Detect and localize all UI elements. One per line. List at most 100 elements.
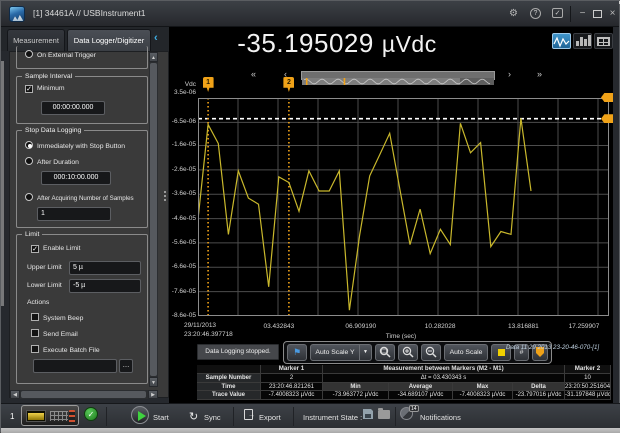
sample-number-button[interactable]: # xyxy=(514,344,529,361)
tab-measurement[interactable]: Measurement xyxy=(7,29,65,51)
x-tick-label: 06.909190 xyxy=(345,323,377,330)
scroll-up-arrow[interactable]: ▲ xyxy=(149,52,158,62)
tab-data-logger[interactable]: Data Logger/Digitizer xyxy=(67,29,151,51)
sync-button-label[interactable]: Sync xyxy=(204,413,221,422)
x-axis-title: Time (sec) xyxy=(385,333,417,340)
load-state-folder-icon[interactable] xyxy=(378,408,390,419)
checkbox-minimum[interactable]: ✓ Minimum xyxy=(25,85,65,93)
trace-m2: -31.197848 µVdc xyxy=(565,391,611,400)
radio-external-trigger[interactable]: On External Trigger xyxy=(25,50,96,59)
actions-label: Actions xyxy=(27,299,50,306)
close-button[interactable]: × xyxy=(609,8,616,19)
marker-flag-2[interactable]: 2 xyxy=(283,77,295,92)
trend-plot[interactable] xyxy=(198,98,609,316)
trace-delta: -23.797016 µVdc xyxy=(513,391,565,400)
save-state-icon[interactable] xyxy=(363,409,373,419)
radio-after-samples[interactable]: After Acquiring Number of Samples xyxy=(25,193,134,202)
radio-icon xyxy=(25,141,33,149)
limit-badge-button[interactable] xyxy=(532,344,548,361)
x-tick-start-time: 23:20:46.397718 xyxy=(184,331,233,338)
checkbox-send-email[interactable]: Send Email xyxy=(31,329,78,338)
export-icon[interactable]: → xyxy=(244,409,255,420)
table-corner xyxy=(197,365,261,374)
pan-back-button[interactable]: ‹ xyxy=(284,69,287,79)
export-button-label[interactable]: Export xyxy=(259,413,281,422)
trace-max: -7.4008323 µVdc xyxy=(453,391,513,400)
upper-limit-handle[interactable] xyxy=(601,93,613,102)
checkbox-label: Minimum xyxy=(37,85,65,92)
lower-limit-field[interactable]: -5 µ xyxy=(69,279,141,293)
radio-label: After Duration xyxy=(37,159,79,166)
start-play-icon[interactable] xyxy=(131,406,149,424)
limit-group: Limit ✓ Enable Limit Upper Limit 5 µ Lowe… xyxy=(16,231,148,384)
scroll-right-arrow[interactable]: ▶ xyxy=(148,390,158,399)
collapse-panel-chevron-icon[interactable]: ‹ xyxy=(154,32,158,44)
pan-fast-back-button[interactable]: « xyxy=(251,69,257,79)
scale-mode-value: Auto Scale Y xyxy=(315,349,355,356)
scale-mode-dropdown[interactable]: Auto Scale Y ▼ xyxy=(310,344,372,361)
start-button-label[interactable]: Start xyxy=(153,413,169,422)
zoom-region-button[interactable] xyxy=(375,344,395,361)
scroll-down-arrow[interactable]: ▼ xyxy=(149,377,158,387)
statusbar-separator xyxy=(106,407,107,426)
duration-field[interactable]: 000:10:00.000 xyxy=(41,171,111,185)
feedback-report-icon[interactable]: ✓ xyxy=(550,7,565,21)
checkbox-execute-batch[interactable]: Execute Batch File xyxy=(31,345,100,354)
chart-toolbar: ⚑ Auto Scale Y ▼ Auto Scale # xyxy=(283,341,552,364)
marker-flag-1[interactable]: 1 xyxy=(202,77,214,92)
radio-label: After Acquiring Number of Samples xyxy=(37,195,134,202)
settings-gear-icon[interactable]: ⚙ xyxy=(509,8,518,19)
histogram-view-icon[interactable] xyxy=(573,33,592,49)
browse-button[interactable]: … xyxy=(119,359,133,373)
checkbox-icon xyxy=(31,329,39,337)
group-title: Stop Data Logging xyxy=(22,127,85,134)
zoom-out-button[interactable] xyxy=(421,344,441,361)
restore-button[interactable] xyxy=(590,7,605,21)
radio-immediate-stop[interactable]: Immediately with Stop Button xyxy=(25,141,125,150)
instrument-connected-check-icon: ✓ xyxy=(84,407,98,421)
y-tick-label: -5.6e-05 xyxy=(171,238,196,246)
vertical-scroll-thumb[interactable] xyxy=(150,63,157,376)
auto-scale-button[interactable]: Auto Scale xyxy=(444,344,488,361)
sync-icon[interactable]: ↻ xyxy=(189,411,199,423)
x-tick-date: 29/11/2013 xyxy=(184,322,217,329)
logging-status-badge: Data Logging stopped. xyxy=(197,344,279,360)
trace-color-button[interactable] xyxy=(491,344,511,361)
upper-limit-label: Upper Limit xyxy=(27,264,62,271)
x-tick-label: 10.282028 xyxy=(424,323,456,330)
help-icon[interactable]: ? xyxy=(528,7,543,21)
chevron-down-icon: ▼ xyxy=(359,345,371,360)
upper-limit-field[interactable]: 5 µ xyxy=(69,261,141,275)
delta-header: Delta xyxy=(513,382,565,392)
max-header: Max xyxy=(453,382,513,392)
trend-chart-view-icon[interactable] xyxy=(552,33,571,49)
checkbox-system-beep[interactable]: System Beep xyxy=(31,313,83,322)
row-label-sample: Sample Number xyxy=(197,374,261,383)
instrument-tab-number[interactable]: 1 xyxy=(10,412,15,421)
app-icon xyxy=(9,6,25,22)
pan-fast-forward-button[interactable]: » xyxy=(537,69,543,79)
interval-field[interactable]: 00:00:00.000 xyxy=(41,101,105,115)
horizontal-scroll-thumb[interactable] xyxy=(21,391,146,398)
minimize-button[interactable]: − xyxy=(579,8,586,19)
scroll-left-arrow[interactable]: ◀ xyxy=(10,390,20,399)
zoom-in-button[interactable] xyxy=(398,344,418,361)
lower-limit-handle[interactable] xyxy=(601,114,613,124)
statusbar-separator xyxy=(293,407,294,426)
table-view-icon[interactable] xyxy=(594,33,613,49)
flag-marker-button[interactable]: ⚑ xyxy=(287,344,307,361)
batch-file-field[interactable] xyxy=(33,359,117,373)
acquisition-preview-scrollbar[interactable] xyxy=(301,71,495,85)
checkbox-enable-limit[interactable]: ✓ Enable Limit xyxy=(31,245,80,253)
instrument-thumbnail-button[interactable] xyxy=(21,405,79,426)
panel-splitter-handle[interactable] xyxy=(164,189,167,203)
notifications-label[interactable]: Notifications xyxy=(420,413,461,422)
instrument-screen xyxy=(26,410,46,422)
samples-count-field[interactable]: 1 xyxy=(37,207,111,221)
y-tick-label: -6.6e-05 xyxy=(171,263,196,271)
trace-avg: -34.689107 µVdc xyxy=(389,391,453,400)
x-tick-label: 03.432843 xyxy=(263,323,295,330)
pan-forward-button[interactable]: › xyxy=(508,69,511,79)
radio-after-duration[interactable]: After Duration xyxy=(25,157,79,166)
instrument-keypad xyxy=(50,411,68,421)
